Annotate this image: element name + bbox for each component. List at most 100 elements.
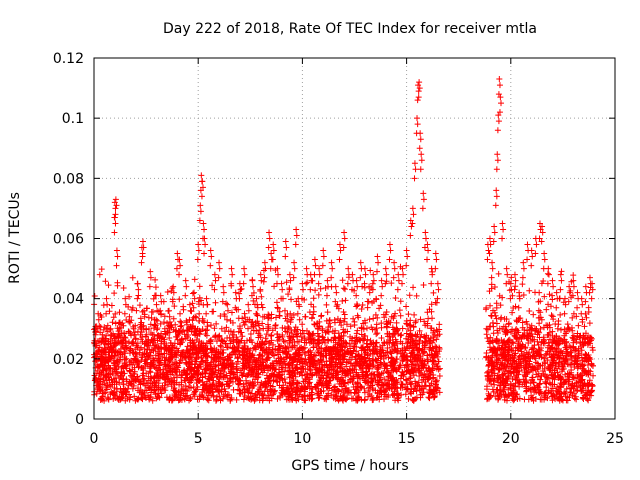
data-point	[291, 259, 298, 266]
data-point	[332, 283, 339, 290]
data-point	[201, 235, 208, 242]
data-point	[387, 247, 394, 254]
data-point	[382, 265, 389, 272]
data-point	[263, 363, 270, 370]
data-point	[432, 250, 439, 257]
data-point	[203, 295, 210, 302]
data-point	[396, 307, 403, 314]
data-point	[430, 289, 437, 296]
data-point	[429, 271, 436, 278]
data-point	[146, 283, 153, 290]
data-point	[308, 391, 315, 398]
data-point	[391, 259, 398, 266]
data-point	[403, 247, 410, 254]
data-point	[350, 315, 357, 322]
data-point	[422, 235, 429, 242]
data-point	[375, 259, 382, 266]
data-point	[201, 250, 208, 257]
data-point	[411, 311, 418, 318]
data-point	[417, 136, 424, 143]
data-point	[488, 274, 495, 281]
data-point	[503, 265, 510, 272]
data-point	[344, 280, 351, 287]
data-point	[543, 380, 550, 387]
data-point	[374, 253, 381, 260]
data-point	[378, 277, 385, 284]
data-point	[207, 322, 214, 329]
data-point	[526, 287, 533, 294]
data-point	[152, 284, 159, 291]
data-point	[408, 223, 415, 230]
data-point	[358, 331, 365, 338]
data-point	[499, 235, 506, 242]
data-point	[220, 289, 227, 296]
data-point	[331, 319, 338, 326]
data-point	[365, 298, 372, 305]
data-point	[425, 247, 432, 254]
data-point	[129, 274, 136, 281]
data-point	[157, 292, 164, 299]
data-point	[434, 280, 441, 287]
data-point	[285, 291, 292, 298]
data-point	[505, 374, 512, 381]
data-point	[173, 265, 180, 272]
data-point	[123, 316, 130, 323]
data-point	[512, 283, 519, 290]
data-point	[235, 381, 242, 388]
data-point	[353, 277, 360, 284]
data-point	[519, 281, 526, 288]
data-point	[403, 262, 410, 269]
data-point	[414, 115, 421, 122]
data-point	[410, 211, 417, 218]
data-point	[282, 253, 289, 260]
data-point	[362, 271, 369, 278]
data-point	[112, 205, 119, 212]
data-point	[412, 166, 419, 173]
data-point	[339, 277, 346, 284]
data-point	[220, 283, 227, 290]
data-point	[585, 304, 592, 311]
data-point	[207, 247, 214, 254]
data-point	[223, 324, 230, 331]
data-point	[212, 299, 219, 306]
data-point	[486, 250, 493, 257]
data-point	[288, 296, 295, 303]
data-point	[535, 307, 542, 314]
data-point	[586, 320, 593, 327]
data-point	[112, 220, 119, 227]
data-point	[349, 271, 356, 278]
data-point	[235, 315, 242, 322]
data-point	[303, 265, 310, 272]
data-point	[257, 271, 264, 278]
data-point	[203, 310, 210, 317]
data-point	[487, 241, 494, 248]
data-point	[271, 283, 278, 290]
data-point	[504, 271, 511, 278]
data-point	[584, 361, 591, 368]
data-point	[407, 232, 414, 239]
data-point	[270, 352, 277, 359]
data-point	[342, 286, 349, 293]
data-point	[102, 278, 109, 285]
data-point	[357, 274, 364, 281]
data-point	[308, 315, 315, 322]
data-point	[105, 282, 112, 289]
data-point	[145, 314, 152, 321]
data-point	[274, 379, 281, 386]
data-point	[278, 280, 285, 287]
data-point	[272, 322, 279, 329]
data-point	[578, 347, 585, 354]
data-point	[367, 337, 374, 344]
data-point	[207, 262, 214, 269]
data-point	[370, 277, 377, 284]
data-point	[319, 262, 326, 269]
data-point	[224, 301, 231, 308]
data-point	[111, 214, 118, 221]
data-point	[295, 396, 302, 403]
data-point	[312, 287, 319, 294]
data-point	[245, 380, 252, 387]
data-point	[345, 265, 352, 272]
data-point	[191, 276, 198, 283]
data-point	[303, 280, 310, 287]
data-point	[405, 311, 412, 318]
